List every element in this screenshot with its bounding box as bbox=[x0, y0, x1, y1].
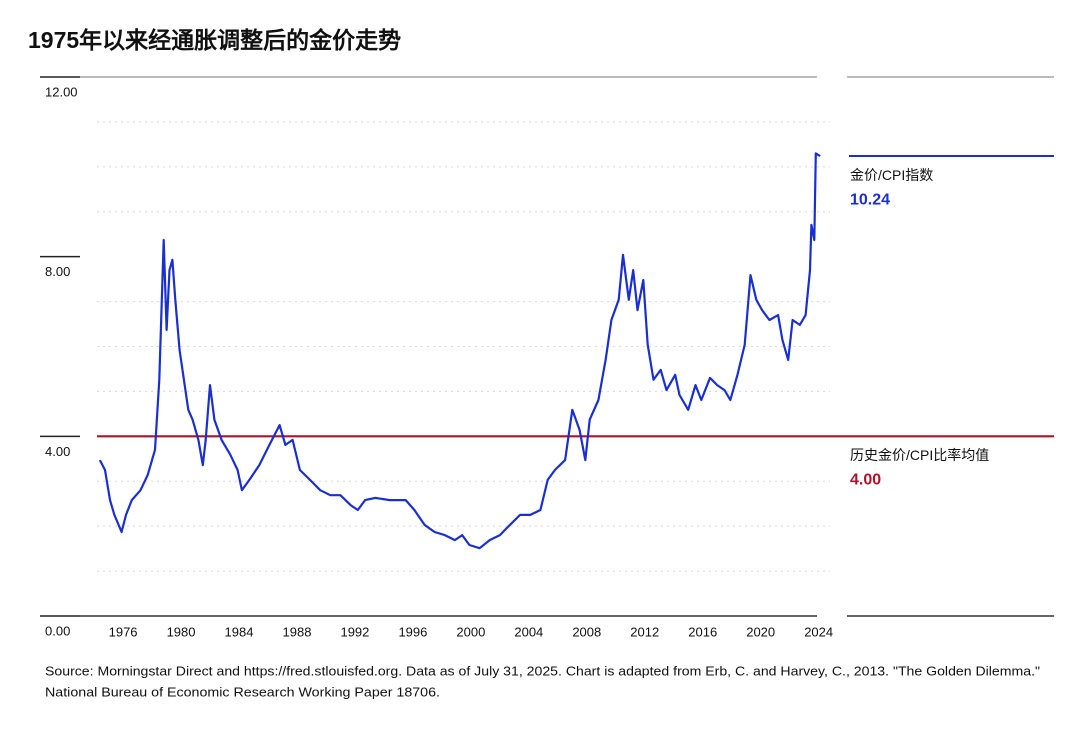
x-tick-label: 2004 bbox=[514, 624, 543, 639]
chart-title: 1975年以来经通胀调整后的金价走势 bbox=[28, 27, 401, 53]
y-tick-label: 0.00 bbox=[45, 623, 70, 638]
x-tick-label: 2000 bbox=[456, 624, 485, 639]
annotation-value: 4.00 bbox=[850, 472, 881, 489]
y-tick-label: 8.00 bbox=[45, 264, 70, 279]
annotation-value: 10.24 bbox=[850, 191, 890, 208]
y-tick-label: 4.00 bbox=[45, 444, 70, 459]
x-tick-label: 2020 bbox=[746, 624, 775, 639]
annotation-name: 金价/CPI指数 bbox=[850, 167, 933, 183]
x-tick-label: 2016 bbox=[688, 624, 717, 639]
x-tick-label: 2008 bbox=[572, 624, 601, 639]
y-tick-label: 12.00 bbox=[45, 84, 78, 99]
x-tick-label: 1988 bbox=[283, 624, 312, 639]
x-tick-label: 1980 bbox=[167, 624, 196, 639]
x-tick-label: 1984 bbox=[225, 624, 254, 639]
x-tick-label: 2012 bbox=[630, 624, 659, 639]
data-line bbox=[98, 152, 821, 550]
source-line: Source: Morningstar Direct and https://f… bbox=[45, 663, 1040, 678]
x-tick-label: 1976 bbox=[109, 624, 138, 639]
annotation-name: 历史金价/CPI比率均值 bbox=[850, 447, 989, 463]
x-tick-label: 1992 bbox=[340, 624, 369, 639]
x-tick-label: 2024 bbox=[804, 624, 833, 639]
source-line: National Bureau of Economic Research Wor… bbox=[45, 684, 440, 699]
x-tick-label: 1996 bbox=[398, 624, 427, 639]
